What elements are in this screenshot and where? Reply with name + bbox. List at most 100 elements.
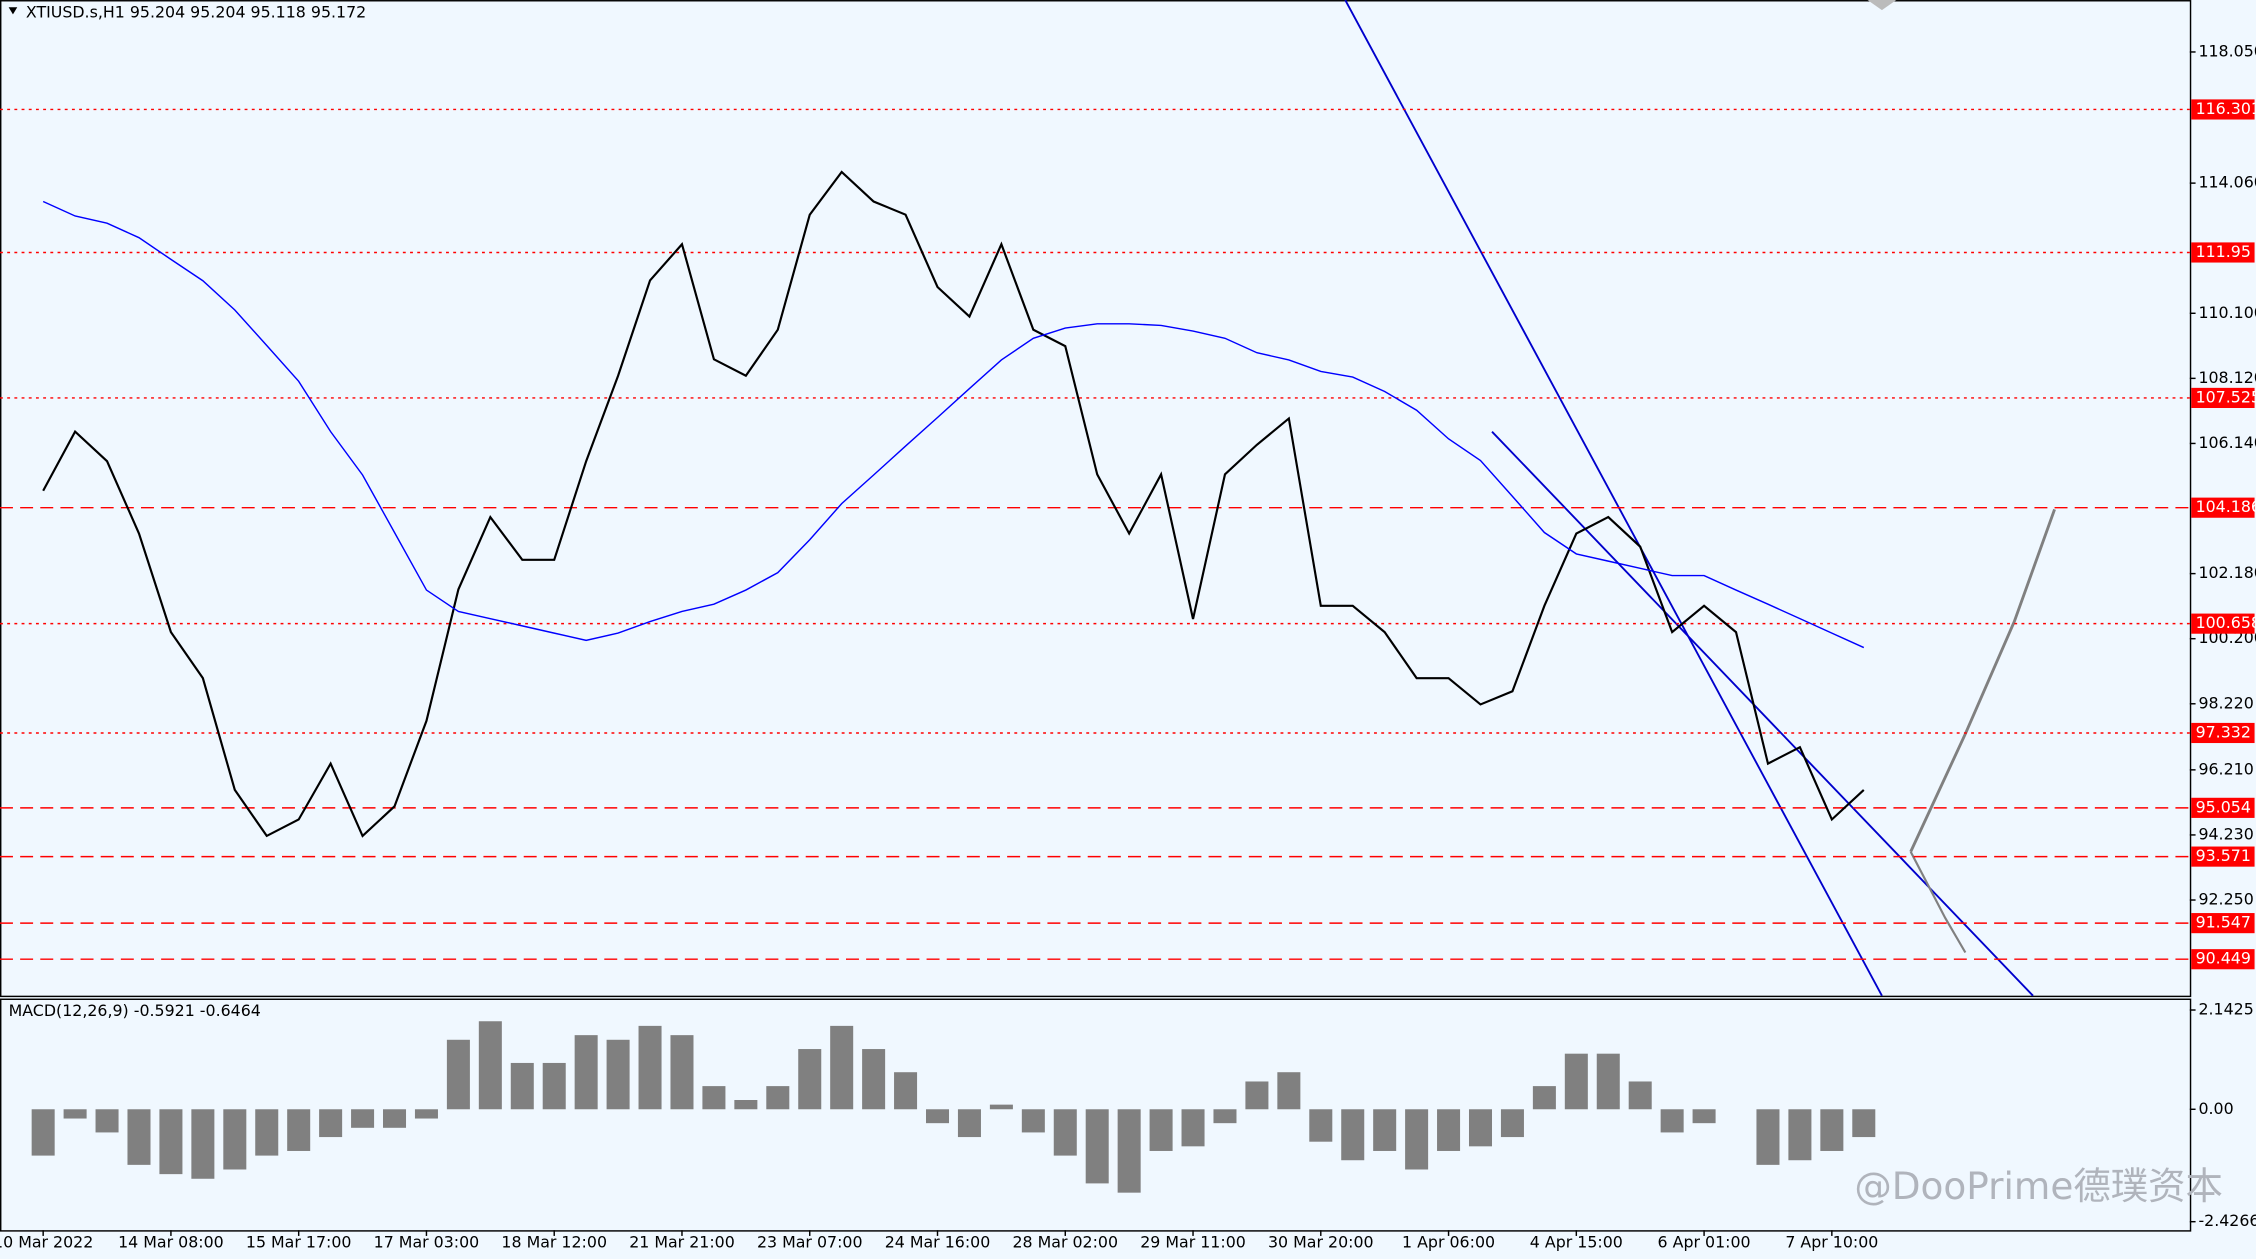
level-tag [2191, 797, 2255, 818]
macd-bar [1660, 1109, 1684, 1133]
macd-bar [1085, 1109, 1109, 1184]
y-tick-label: 94.230 [2198, 824, 2253, 843]
x-tick-label: 15 Mar 17:00 [246, 1233, 352, 1252]
macd-bar [1309, 1109, 1333, 1142]
macd-bar [894, 1072, 918, 1110]
macd-bar [1117, 1109, 1141, 1193]
channel-line [1491, 431, 2034, 997]
macd-bar [446, 1039, 470, 1110]
macd-bar [478, 1021, 502, 1110]
x-tick-label: 24 Mar 16:00 [885, 1233, 991, 1252]
macd-bar [1277, 1072, 1301, 1110]
macd-bar [1596, 1053, 1620, 1110]
macd-bar [1149, 1109, 1173, 1151]
level-tag [2191, 497, 2255, 518]
x-tick-label: 21 Mar 21:00 [629, 1233, 735, 1252]
macd-bar [1820, 1109, 1844, 1151]
y-tick-label: 0.00 [2198, 1099, 2233, 1118]
y-tick-label: 102.180 [2198, 563, 2256, 582]
macd-bar [31, 1109, 55, 1156]
y-tick-label: -2.4266 [2198, 1211, 2256, 1230]
macd-bar [830, 1025, 854, 1110]
level-label: 111.95 [2196, 242, 2251, 261]
macd-bar [255, 1109, 279, 1156]
level-tag [2191, 722, 2255, 744]
macd-bar [1532, 1086, 1556, 1110]
x-tick-label: 17 Mar 03:00 [374, 1233, 480, 1252]
x-tick-label: 6 Apr 01:00 [1658, 1233, 1751, 1252]
macd-bar [63, 1109, 87, 1119]
y-tick-label: 96.210 [2198, 759, 2253, 778]
macd-bar [1788, 1109, 1812, 1161]
macd-bar [1053, 1109, 1077, 1156]
x-tick-label: 1 Apr 06:00 [1402, 1233, 1495, 1252]
macd-bar [670, 1035, 694, 1110]
macd-bar [1341, 1109, 1365, 1161]
y-tick-label: 114.060 [2198, 173, 2256, 192]
macd-bar [1756, 1109, 1780, 1165]
macd-bar [862, 1049, 886, 1110]
macd-bar [414, 1109, 438, 1119]
macd-bar [1500, 1109, 1524, 1138]
forecast-arrow [1909, 851, 1967, 954]
macd-bar [127, 1109, 151, 1165]
x-tick-label: 10 Mar 2022 [0, 1233, 93, 1252]
menu-marker [8, 7, 18, 15]
level-tag [2191, 99, 2255, 120]
level-label: 107.525 [2196, 387, 2256, 406]
forecast-arrow [1909, 508, 2056, 853]
level-label: 90.449 [2196, 949, 2251, 968]
shift-marker [1867, 0, 1897, 11]
y-tick-label: 106.140 [2198, 433, 2256, 452]
price-line [42, 200, 1865, 649]
macd-bar [1437, 1109, 1461, 1151]
x-tick-label: 4 Apr 15:00 [1530, 1233, 1623, 1252]
x-tick-label: 23 Mar 07:00 [757, 1233, 863, 1252]
level-label: 100.658 [2196, 613, 2256, 632]
macd-bar [1564, 1053, 1588, 1110]
y-tick-label: 98.220 [2198, 693, 2253, 712]
level-label: 95.054 [2196, 797, 2251, 816]
level-tag [2191, 913, 2255, 934]
level-tag [2191, 387, 2255, 408]
macd-bar [191, 1109, 215, 1179]
macd-bar [1245, 1081, 1269, 1110]
macd-bar [542, 1062, 566, 1110]
price-panel-border [0, 0, 2192, 998]
macd-bar [287, 1109, 311, 1151]
macd-bar [766, 1086, 790, 1110]
macd-bar [1373, 1109, 1397, 1151]
chart-title: XTIUSD.s,H1 95.204 95.204 95.118 95.172 [26, 2, 366, 21]
macd-bar [989, 1104, 1013, 1110]
macd-bar [734, 1100, 758, 1110]
macd-bar [1021, 1109, 1045, 1133]
level-tag [2191, 242, 2255, 263]
macd-bar [1628, 1081, 1652, 1110]
macd-bar [159, 1109, 183, 1175]
level-label: 97.332 [2196, 722, 2251, 741]
macd-bar [957, 1109, 981, 1138]
watermark: @DooPrime德璞资本 [1854, 1164, 2223, 1208]
macd-bar [638, 1025, 662, 1110]
macd-bar [574, 1035, 598, 1110]
macd-bar [798, 1049, 822, 1110]
level-label: 91.547 [2196, 913, 2251, 932]
macd-bar [1181, 1109, 1205, 1147]
channel-line [1344, 0, 1883, 997]
y-tick-label: 108.120 [2198, 368, 2256, 387]
y-tick-label: 92.250 [2198, 890, 2253, 909]
macd-bar [1852, 1109, 1876, 1138]
x-tick-label: 29 Mar 11:00 [1140, 1233, 1246, 1252]
macd-panel-border [0, 998, 2192, 1232]
macd-bar [319, 1109, 343, 1138]
macd-title: MACD(12,26,9) -0.5921 -0.6464 [9, 1001, 261, 1020]
x-tick-label: 14 Mar 08:00 [118, 1233, 224, 1252]
macd-bar [702, 1086, 726, 1110]
level-label: 116.301 [2196, 99, 2256, 118]
macd-bar [95, 1109, 119, 1133]
price-line [42, 170, 1865, 838]
macd-bar [925, 1109, 950, 1124]
